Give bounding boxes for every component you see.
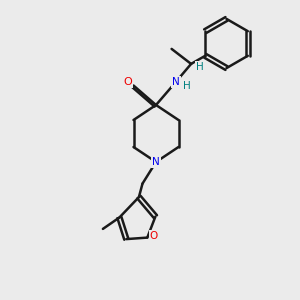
Text: O: O	[150, 231, 158, 241]
Text: H: H	[183, 81, 191, 92]
Text: N: N	[152, 157, 160, 167]
Text: H: H	[196, 62, 203, 72]
Text: N: N	[172, 77, 180, 87]
Text: O: O	[124, 77, 133, 87]
